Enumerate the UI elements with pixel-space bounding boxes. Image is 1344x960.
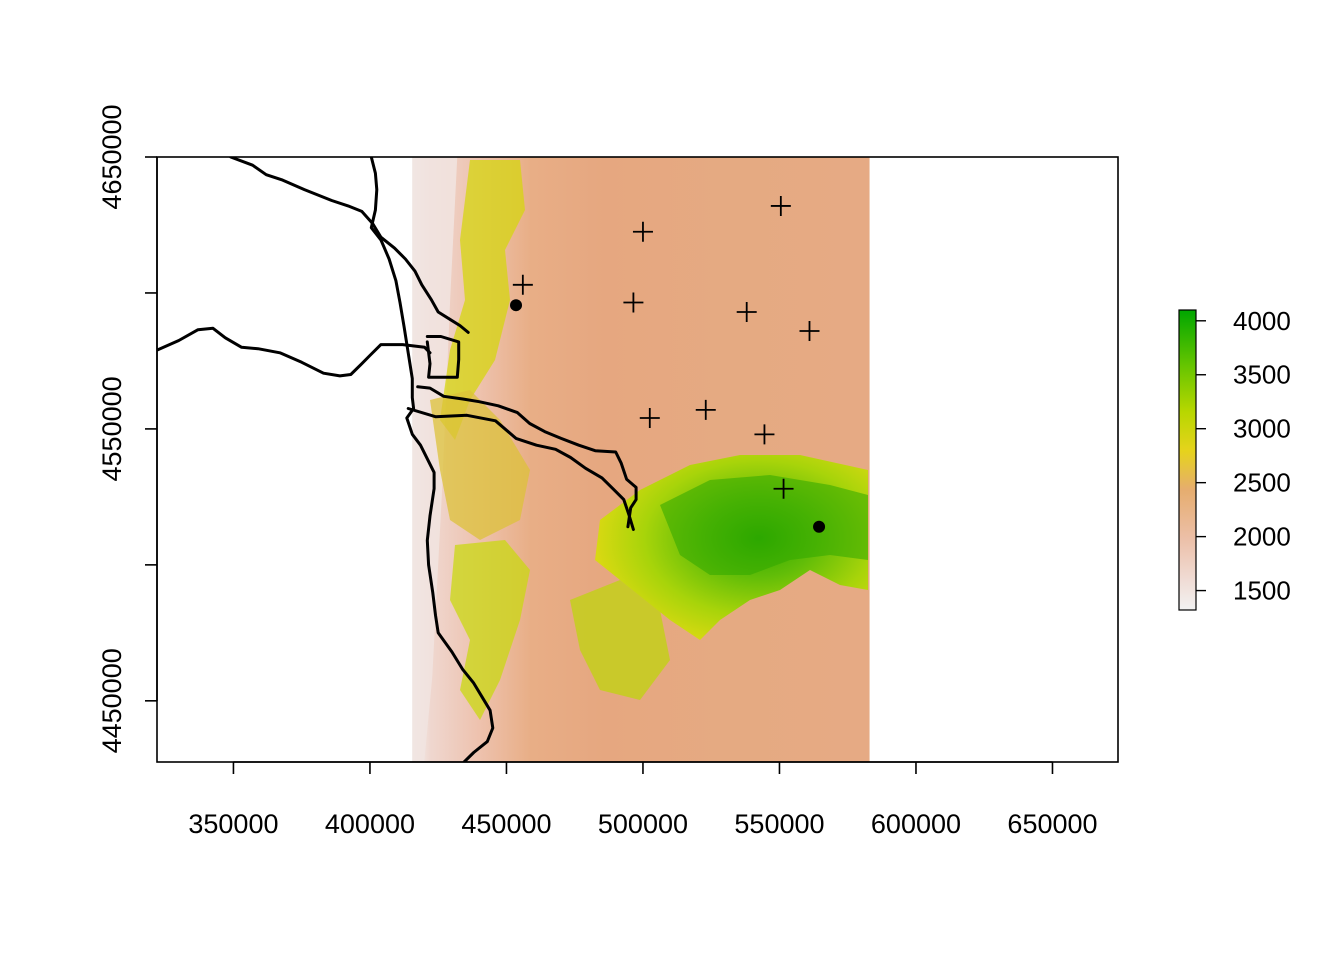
plus-marker-5	[799, 321, 820, 342]
raster-ridge-0	[440, 160, 525, 440]
raster-ridge-3	[570, 580, 670, 700]
plus-marker-1	[632, 221, 653, 242]
plus-marker-0	[770, 195, 791, 216]
elevation-legend: 4000 3500 3000 2500 2000 1500	[1178, 306, 1291, 611]
road-line-1	[369, 157, 495, 762]
road-line-2	[406, 407, 635, 531]
y-tick-label-2: 4650000	[97, 104, 127, 209]
y-tick-label-0: 4450000	[97, 648, 127, 753]
plus-marker-6	[639, 408, 660, 429]
road-line-5	[425, 335, 461, 379]
point-markers	[510, 195, 826, 533]
plus-marker-9	[773, 478, 794, 499]
plus-marker-4	[736, 301, 757, 322]
legend-label-1: 3500	[1233, 360, 1291, 390]
raster-ridge-1	[430, 390, 530, 540]
x-axis: 350000 400000 450000 500000 550000 600000 6500…	[188, 761, 1098, 839]
road-line-4	[157, 326, 432, 378]
road-line-3	[416, 385, 638, 529]
elevation-raster	[412, 157, 870, 762]
road-lines	[157, 157, 638, 762]
plus-marker-2	[512, 274, 533, 295]
y-tick-label-1: 4550000	[97, 376, 127, 481]
plus-marker-7	[695, 399, 716, 420]
raster-lowland-strip	[412, 157, 458, 762]
x-tick-label-6: 650000	[1007, 809, 1097, 839]
dot-marker-0	[510, 299, 523, 312]
plus-marker-8	[754, 424, 775, 445]
legend-label-5: 1500	[1233, 576, 1291, 606]
legend-label-4: 2000	[1233, 522, 1291, 552]
x-tick-label-5: 600000	[871, 809, 961, 839]
legend-label-3: 2500	[1233, 468, 1291, 498]
dot-marker-1	[813, 520, 826, 533]
x-tick-label-1: 400000	[325, 809, 415, 839]
legend-label-2: 3000	[1233, 414, 1291, 444]
x-tick-label-0: 350000	[188, 809, 278, 839]
raster-ridge-2	[450, 540, 530, 720]
road-line-0	[229, 157, 470, 334]
y-axis: 4450000 4550000 4650000	[97, 104, 158, 753]
plus-marker-3	[623, 292, 644, 313]
x-tick-label-4: 550000	[734, 809, 824, 839]
raster-plateau-core	[660, 475, 868, 575]
legend-label-0: 4000	[1233, 306, 1291, 336]
x-tick-label-3: 500000	[598, 809, 688, 839]
x-tick-label-2: 450000	[461, 809, 551, 839]
legend-ticks: 4000 3500 3000 2500 2000 1500	[1196, 306, 1291, 606]
legend-colorbar	[1178, 309, 1197, 611]
